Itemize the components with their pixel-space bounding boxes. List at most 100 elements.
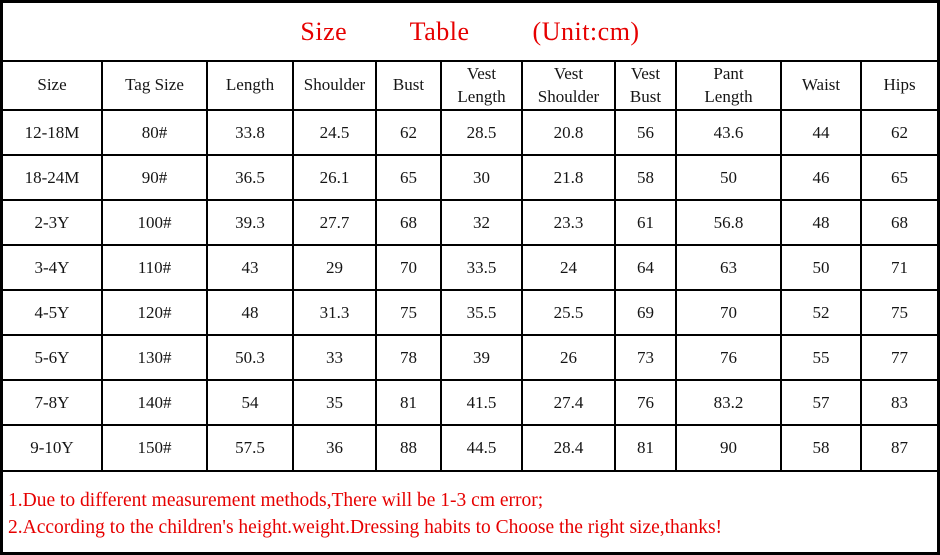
table-cell: 61 [614, 199, 677, 246]
table-cell: 62 [860, 109, 937, 156]
table-cell: 87 [860, 424, 937, 471]
note-line-1: 1.Due to different measurement methods,T… [8, 489, 544, 511]
table-cell: 33.5 [440, 244, 523, 291]
size-cell: 18-24M [3, 154, 103, 201]
column-header-hips: Hips [860, 61, 937, 111]
table-cell: 75 [860, 289, 937, 336]
table-cell: 65 [375, 154, 442, 201]
table-cell: 80# [101, 109, 208, 156]
size-cell: 2-3Y [3, 199, 103, 246]
table-cell: 64 [614, 244, 677, 291]
table-row: 3-4Y 110# 43 29 70 33.5 24 64 63 50 71 [3, 244, 937, 291]
table-cell: 57.5 [206, 424, 294, 471]
column-header-size: Size [3, 61, 103, 111]
column-header-vest-shoulder: Vest Shoulder [521, 61, 616, 111]
table-cell: 35 [292, 379, 377, 426]
table-cell: 33 [292, 334, 377, 381]
table-cell: 88 [375, 424, 442, 471]
table-row: 7-8Y 140# 54 35 81 41.5 27.4 76 83.2 57 83 [3, 379, 937, 426]
column-header-waist: Waist [780, 61, 862, 111]
table-cell: 35.5 [440, 289, 523, 336]
table-cell: 77 [860, 334, 937, 381]
table-cell: 70 [675, 289, 782, 336]
table-cell: 50 [675, 154, 782, 201]
table-cell: 44 [780, 109, 862, 156]
table-cell: 68 [860, 199, 937, 246]
table-cell: 56 [614, 109, 677, 156]
table-cell: 25.5 [521, 289, 616, 336]
table-cell: 63 [675, 244, 782, 291]
size-cell: 9-10Y [3, 424, 103, 471]
table-cell: 30 [440, 154, 523, 201]
table-cell: 48 [780, 199, 862, 246]
table-cell: 21.8 [521, 154, 616, 201]
table-cell: 32 [440, 199, 523, 246]
size-cell: 4-5Y [3, 289, 103, 336]
column-header-shoulder: Shoulder [292, 61, 377, 111]
table-row: 18-24M 90# 36.5 26.1 65 30 21.8 58 50 46 65 [3, 154, 937, 201]
table-cell: 48 [206, 289, 294, 336]
table-cell: 50.3 [206, 334, 294, 381]
note-line-2: 2.According to the children's height.wei… [8, 516, 723, 538]
table-cell: 56.8 [675, 199, 782, 246]
size-table-title: Size Table (Unit:cm) [3, 3, 937, 62]
table-cell: 130# [101, 334, 208, 381]
size-cell: 7-8Y [3, 379, 103, 426]
table-cell: 26 [521, 334, 616, 381]
table-cell: 140# [101, 379, 208, 426]
table-cell: 24 [521, 244, 616, 291]
table-cell: 75 [375, 289, 442, 336]
table-cell: 29 [292, 244, 377, 291]
table-cell: 78 [375, 334, 442, 381]
table-cell: 43 [206, 244, 294, 291]
size-cell: 5-6Y [3, 334, 103, 381]
table-cell: 110# [101, 244, 208, 291]
table-cell: 57 [780, 379, 862, 426]
table-cell: 28.4 [521, 424, 616, 471]
table-cell: 90 [675, 424, 782, 471]
table-cell: 50 [780, 244, 862, 291]
table-cell: 28.5 [440, 109, 523, 156]
table-cell: 62 [375, 109, 442, 156]
table-row: 4-5Y 120# 48 31.3 75 35.5 25.5 69 70 52 75 [3, 289, 937, 336]
table-cell: 76 [614, 379, 677, 426]
table-cell: 69 [614, 289, 677, 336]
table-cell: 55 [780, 334, 862, 381]
table-cell: 81 [375, 379, 442, 426]
header-row: Size Tag Size Length Shoulder Bust Vest Lengt… [3, 61, 937, 111]
table-cell: 44.5 [440, 424, 523, 471]
table-cell: 68 [375, 199, 442, 246]
table-cell: 120# [101, 289, 208, 336]
table-cell: 100# [101, 199, 208, 246]
size-cell: 12-18M [3, 109, 103, 156]
table-cell: 81 [614, 424, 677, 471]
table-cell: 65 [860, 154, 937, 201]
column-header-vest-bust: Vest Bust [614, 61, 677, 111]
table-cell: 27.7 [292, 199, 377, 246]
table-cell: 58 [614, 154, 677, 201]
column-header-pant-length: Pant Length [675, 61, 782, 111]
table-cell: 150# [101, 424, 208, 471]
table-cell: 90# [101, 154, 208, 201]
column-header-bust: Bust [375, 61, 442, 111]
column-header-vest-length: Vest Length [440, 61, 523, 111]
table-cell: 43.6 [675, 109, 782, 156]
table-row: 2-3Y 100# 39.3 27.7 68 32 23.3 61 56.8 48 68 [3, 199, 937, 246]
table-cell: 31.3 [292, 289, 377, 336]
column-header-length: Length [206, 61, 294, 111]
table-cell: 39.3 [206, 199, 294, 246]
notes-section: 1.Due to different measurement methods,T… [3, 470, 937, 552]
table-cell: 73 [614, 334, 677, 381]
table-cell: 23.3 [521, 199, 616, 246]
table-cell: 24.5 [292, 109, 377, 156]
table-cell: 26.1 [292, 154, 377, 201]
table-cell: 39 [440, 334, 523, 381]
table-cell: 54 [206, 379, 294, 426]
size-cell: 3-4Y [3, 244, 103, 291]
table-row: 12-18M 80# 33.8 24.5 62 28.5 20.8 56 43.6 44 62 [3, 109, 937, 156]
table-cell: 58 [780, 424, 862, 471]
table-cell: 71 [860, 244, 937, 291]
table-row: 9-10Y 150# 57.5 36 88 44.5 28.4 81 90 58 87 [3, 424, 937, 471]
table-cell: 83 [860, 379, 937, 426]
